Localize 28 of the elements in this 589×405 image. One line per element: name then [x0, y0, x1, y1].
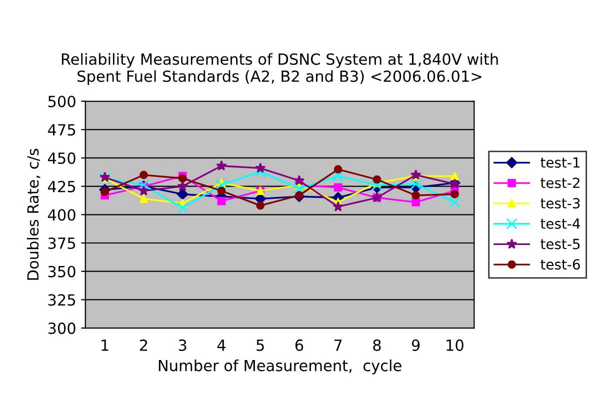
- x-tick-label: 7: [334, 340, 342, 351]
- y-tick-label: 475: [48, 124, 76, 136]
- x-tick-label: 8: [373, 339, 381, 351]
- chart-title: Reliability Measurements of DSNC System at 1,840V with Spent Fuel Standards (A2, B2 and B3) <2006.06.01>: [62, 53, 498, 85]
- x-tick-label: 3: [178, 339, 186, 351]
- x-tick-label: 9: [412, 339, 420, 351]
- x-tick-label: 2: [140, 339, 148, 351]
- x-tick-label: 1: [102, 340, 108, 351]
- legend-label: test-4: [540, 218, 580, 229]
- y-tick-label: 400: [48, 209, 76, 221]
- x-tick-label: 10: [446, 339, 464, 351]
- legend-label: test-2: [540, 178, 580, 188]
- y-tick-label: 350: [48, 266, 76, 278]
- legend-label: test-6: [540, 259, 580, 270]
- x-tick-label: 6: [295, 339, 304, 351]
- y-tick-label: 325: [48, 294, 76, 306]
- legend-label: test-5: [540, 238, 580, 250]
- x-axis-title: Number of Measurement, cycle: [158, 360, 402, 374]
- legend-label: test-3: [540, 198, 580, 208]
- x-tick-label: 5: [256, 340, 264, 351]
- y-tick-label: 450: [48, 152, 76, 164]
- x-tick-label: 4: [217, 340, 226, 351]
- y-tick-label: 500: [48, 96, 76, 108]
- y-tick-label: 425: [48, 180, 76, 192]
- y-tick-label: 375: [48, 237, 76, 250]
- legend-label: test-1: [540, 157, 580, 168]
- y-tick-label: 300: [48, 322, 76, 334]
- y-axis-title: Doubles Rate, c/s: [26, 148, 40, 280]
